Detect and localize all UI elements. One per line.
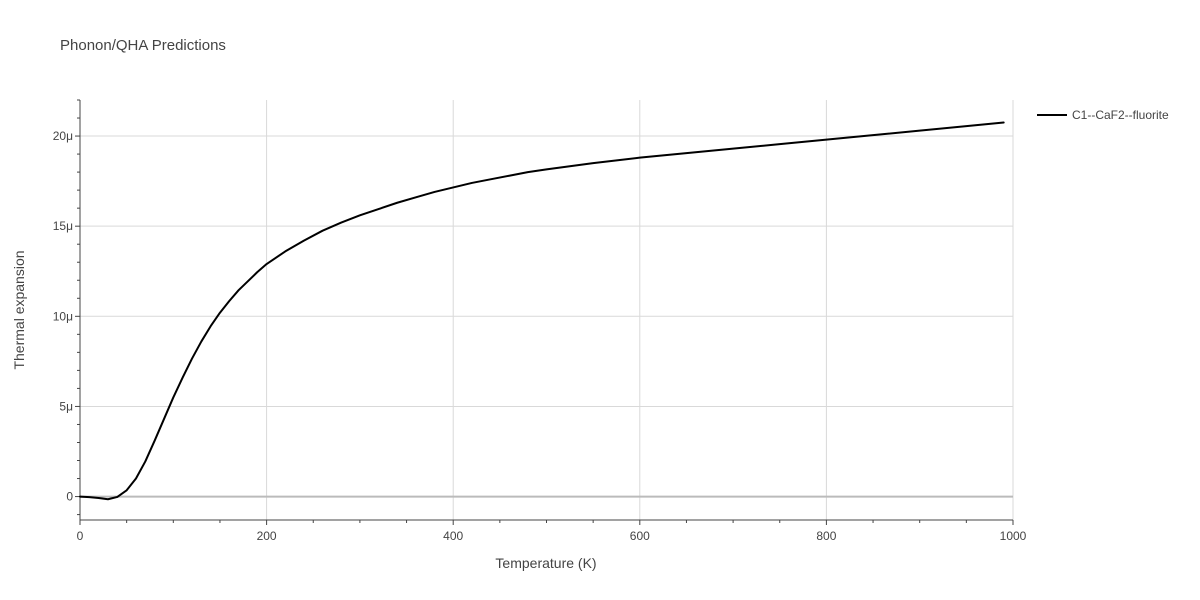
legend-label-c1-caf2-fluorite[interactable]: C1--CaF2--fluorite <box>1072 108 1169 122</box>
axes <box>75 99 1014 525</box>
y-tick-label: 15μ <box>53 219 73 233</box>
y-tick-label: 5μ <box>59 399 73 413</box>
x-tick-label: 600 <box>630 529 650 543</box>
chart-title: Phonon/QHA Predictions <box>60 37 226 54</box>
x-tick-label: 200 <box>257 529 277 543</box>
x-axis-title: Temperature (K) <box>495 555 596 571</box>
legend[interactable]: C1--CaF2--fluorite <box>1037 108 1169 122</box>
series-line-c1-caf2-fluorite <box>79 121 1005 501</box>
x-tick-label: 400 <box>443 529 463 543</box>
series-layer <box>79 121 1005 501</box>
x-tick-label: 800 <box>816 529 836 543</box>
x-tick-label: 0 <box>77 529 84 543</box>
y-tick-label: 20μ <box>53 129 73 143</box>
y-tick-label: 10μ <box>53 309 73 323</box>
x-tick-label: 1000 <box>1000 529 1027 543</box>
y-tick-label: 0 <box>66 490 73 504</box>
tick-labels: 0 200 400 600 800 1000 0 5μ 10μ 15μ 20μ <box>53 129 1027 543</box>
y-axis-title: Thermal expansion <box>11 250 27 369</box>
